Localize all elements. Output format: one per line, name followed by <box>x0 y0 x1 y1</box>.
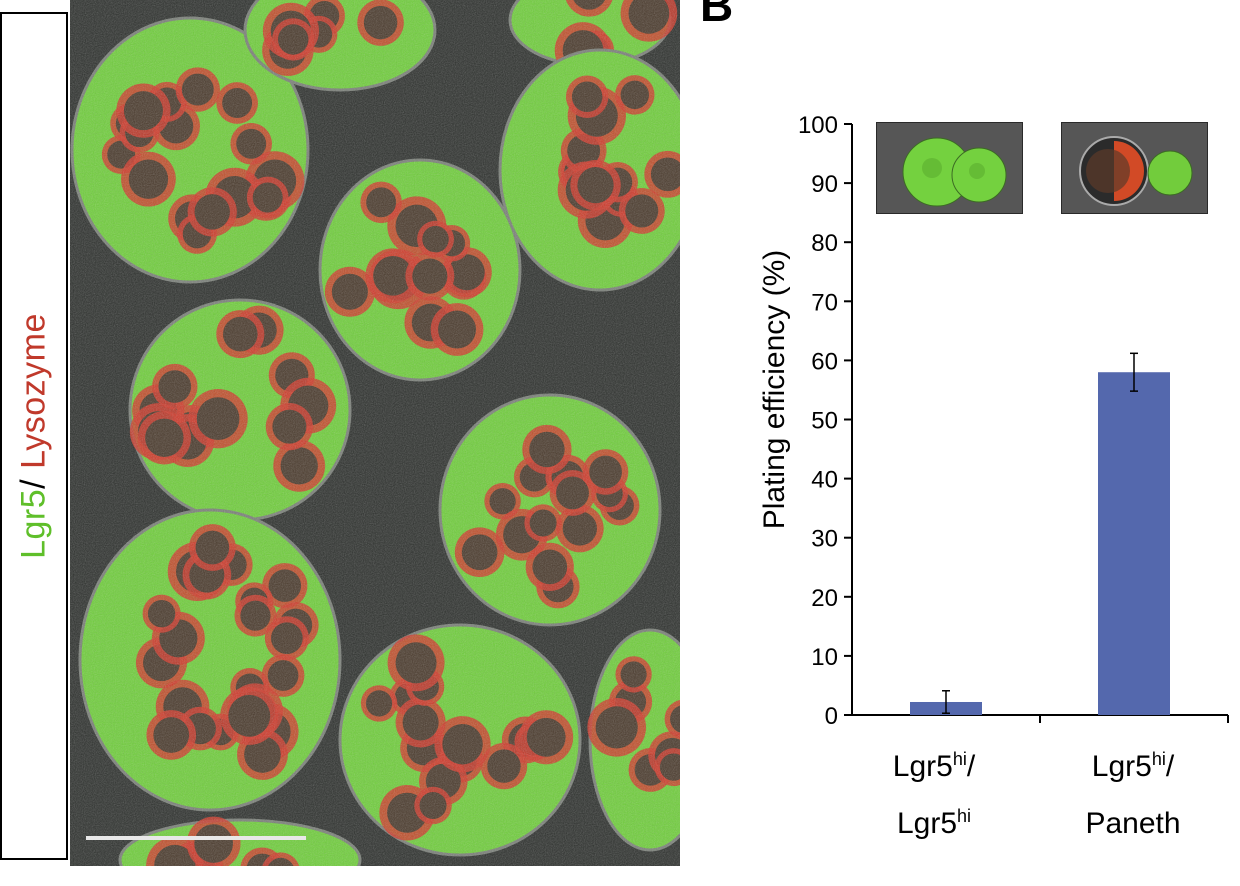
y-tick-label-80: 80 <box>811 230 838 257</box>
panel-a: Lgr5/ Lysozyme <box>0 0 680 866</box>
y-tick-label-90: 90 <box>811 171 838 198</box>
inset-organoid-green <box>902 137 1007 207</box>
stain-label-box: Lgr5/ Lysozyme <box>0 12 68 860</box>
y-tick-label-100: 100 <box>798 112 838 139</box>
inset-image-lgr5-paneth <box>1061 122 1208 214</box>
y-tick-label-40: 40 <box>811 467 838 494</box>
chart-svg: 0 10 20 30 40 50 60 70 80 90 100 Plating efficiency… <box>758 112 1229 730</box>
stain-label-green: Lgr5 <box>14 488 53 559</box>
bar-2 <box>1098 372 1170 715</box>
category-label-2: Lgr5hi/ Paneth <box>1085 749 1181 840</box>
category-label-1: Lgr5hi/ Lgr5hi <box>892 749 976 840</box>
inset-organoid-green-red <box>1079 136 1193 206</box>
y-tick-label-70: 70 <box>811 289 838 316</box>
y-tick-label-50: 50 <box>811 408 838 435</box>
y-tick-label-30: 30 <box>811 526 838 553</box>
micrograph-image <box>70 0 680 866</box>
bar-chart: 0 10 20 30 40 50 60 70 80 90 100 Plating efficiency… <box>700 0 1240 886</box>
y-tick-label-0: 0 <box>825 703 838 730</box>
stain-label-separator: / <box>14 468 53 489</box>
organoid-micrograph <box>70 0 680 866</box>
stain-label-red: Lysozyme <box>14 313 53 469</box>
y-axis-title: Plating efficiency (%) <box>758 250 791 530</box>
y-tick-label-10: 10 <box>811 644 838 671</box>
stain-label: Lgr5/ Lysozyme <box>15 313 54 559</box>
y-tick-label-60: 60 <box>811 348 838 375</box>
panel-b-letter: B <box>700 0 734 31</box>
inset-image-lgr5-lgr5 <box>876 122 1023 214</box>
y-tick-label-20: 20 <box>811 585 838 612</box>
